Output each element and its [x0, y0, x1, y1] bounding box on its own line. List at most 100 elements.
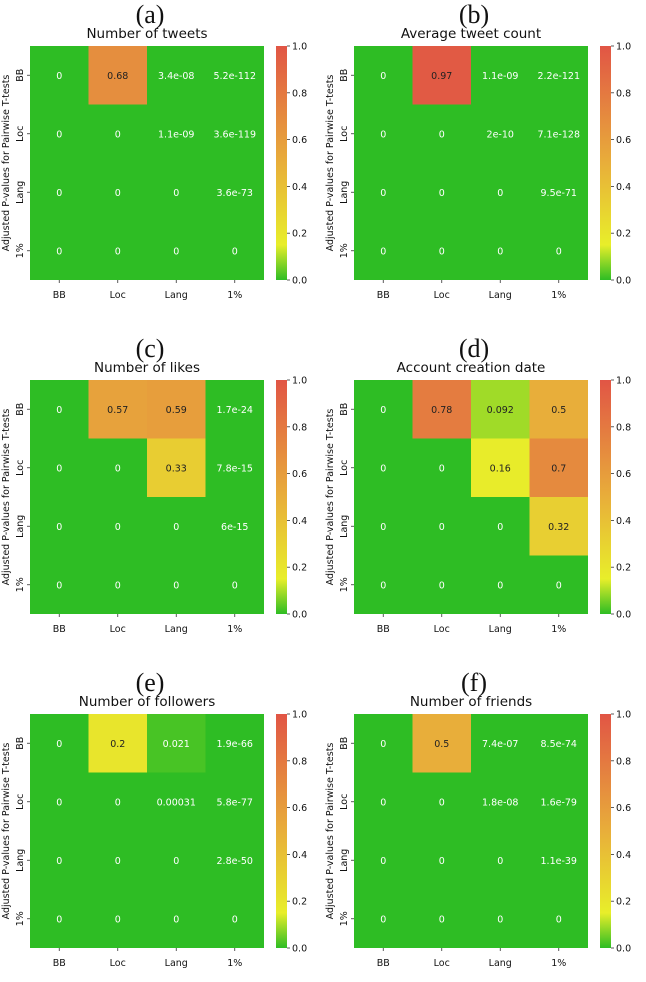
- heatmap-cell: [147, 831, 206, 890]
- heatmap-cell: [147, 438, 206, 497]
- x-tick-label: BB: [377, 624, 390, 635]
- y-tick-label: BB: [339, 737, 350, 750]
- heatmap-cell: [147, 555, 206, 614]
- heatmap-cell: [30, 438, 89, 497]
- cell-annotation: 0: [380, 739, 386, 750]
- panel-label-d: (d): [458, 334, 490, 363]
- heatmap-cell: [88, 714, 147, 773]
- chart-title: Number of likes: [94, 360, 200, 376]
- heatmap-cell: [412, 772, 471, 831]
- y-tick-label: 1%: [15, 243, 26, 258]
- heatmap-cell: [30, 772, 89, 831]
- cell-annotation: 0: [232, 914, 238, 925]
- cell-annotation: 0: [56, 463, 62, 474]
- colorbar-tick-label: 0.8: [616, 88, 631, 99]
- x-tick-label: BB: [53, 624, 66, 635]
- panel-label-e: (e): [135, 668, 165, 697]
- x-tick-label: BB: [53, 290, 66, 301]
- y-tick-label: Loc: [339, 460, 350, 476]
- heatmap-cell: [88, 555, 147, 614]
- y-tick-label: BB: [15, 403, 26, 416]
- colorbar-tick-label: 0.2: [292, 229, 307, 240]
- colorbar-tick-label: 0.0: [616, 276, 631, 287]
- colorbar-tick-label: 0.0: [292, 944, 307, 955]
- cell-annotation: 0: [497, 246, 503, 257]
- chart-title: Number of tweets: [86, 26, 207, 42]
- heatmap-cell: [529, 163, 588, 222]
- cell-annotation: 0: [439, 188, 445, 199]
- cell-annotation: 0: [115, 580, 121, 591]
- heatmap-cell: [205, 438, 264, 497]
- cell-annotation: 0: [380, 856, 386, 867]
- cell-annotation: 0: [380, 71, 386, 82]
- heatmap-cell: [471, 889, 530, 948]
- heatmap-cell: [354, 497, 413, 556]
- y-tick-label: Loc: [339, 794, 350, 810]
- x-tick-label: Lang: [165, 958, 188, 969]
- colorbar: [276, 380, 287, 614]
- colorbar-tick-label: 0.4: [292, 182, 307, 193]
- cell-annotation: 0: [56, 522, 62, 533]
- cell-annotation: 0: [439, 129, 445, 140]
- cell-annotation: 0.32: [548, 522, 569, 533]
- cell-annotation: 7.1e-128: [537, 129, 580, 140]
- chart-title: Account creation date: [397, 360, 546, 376]
- cell-annotation: 0: [439, 522, 445, 533]
- colorbar-tick-label: 0.6: [292, 135, 307, 146]
- colorbar-tick-label: 0.2: [616, 229, 631, 240]
- cell-annotation: 0: [56, 246, 62, 257]
- cell-annotation: 0.092: [487, 405, 514, 416]
- heatmap-cell: [205, 889, 264, 948]
- cell-annotation: 3.6e-73: [217, 188, 253, 199]
- cell-annotation: 0: [380, 914, 386, 925]
- x-tick-label: 1%: [227, 958, 242, 969]
- cell-annotation: 0: [380, 463, 386, 474]
- colorbar-tick-label: 0.8: [292, 88, 307, 99]
- y-tick-label: 1%: [339, 911, 350, 926]
- colorbar-tick-label: 0.6: [292, 469, 307, 480]
- cell-annotation: 0: [115, 856, 121, 867]
- heatmap-panel: Average tweet count Adjusted P-values for…: [325, 26, 631, 301]
- x-tick-label: Loc: [434, 290, 450, 301]
- heatmap-cell: [529, 831, 588, 890]
- heatmap-cell: [471, 772, 530, 831]
- cell-annotation: 0: [115, 797, 121, 808]
- cell-annotation: 0.97: [431, 71, 452, 82]
- heatmap-cell: [30, 714, 89, 773]
- cell-annotation: 0: [556, 580, 562, 591]
- cell-annotation: 1.7e-24: [217, 405, 253, 416]
- colorbar-tick-label: 0.4: [616, 850, 631, 861]
- colorbar: [276, 46, 287, 280]
- cell-annotation: 0: [556, 246, 562, 257]
- cell-annotation: 1.1e-39: [541, 856, 577, 867]
- heatmap-cell: [30, 221, 89, 280]
- heatmap-cell: [88, 831, 147, 890]
- cell-annotation: 0: [380, 797, 386, 808]
- heatmap-cell: [529, 221, 588, 280]
- y-tick-label: 1%: [339, 243, 350, 258]
- cell-annotation: 0: [173, 580, 179, 591]
- colorbar-tick-label: 0.0: [292, 276, 307, 287]
- y-tick-label: Lang: [15, 515, 26, 538]
- x-tick-label: Lang: [165, 290, 188, 301]
- colorbar-tick-label: 1.0: [616, 376, 631, 387]
- cell-annotation: 1.6e-79: [541, 797, 577, 808]
- colorbar-tick-label: 1.0: [616, 710, 631, 721]
- heatmap-cell: [147, 46, 206, 105]
- cell-annotation: 0: [56, 188, 62, 199]
- colorbar-tick-label: 0.8: [616, 422, 631, 433]
- heatmap-cell: [205, 380, 264, 439]
- heatmap-cell: [30, 163, 89, 222]
- heatmap-cell: [88, 889, 147, 948]
- cell-annotation: 0: [115, 522, 121, 533]
- y-tick-label: Loc: [339, 126, 350, 142]
- colorbar: [276, 714, 287, 948]
- cell-annotation: 0: [173, 914, 179, 925]
- heatmap-cell: [354, 380, 413, 439]
- chart-title: Number of followers: [79, 694, 216, 710]
- heatmap-cell: [30, 46, 89, 105]
- cell-annotation: 6e-15: [221, 522, 248, 533]
- panel-label-b: (b): [458, 0, 490, 29]
- chart-title: Average tweet count: [401, 26, 541, 42]
- y-tick-label: Loc: [15, 126, 26, 142]
